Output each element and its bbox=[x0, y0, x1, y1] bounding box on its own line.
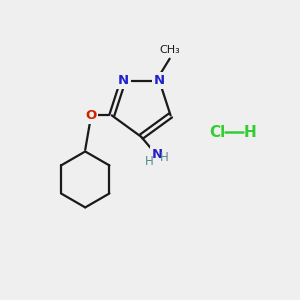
Text: N: N bbox=[117, 74, 129, 87]
Text: H: H bbox=[244, 125, 256, 140]
Text: H: H bbox=[160, 151, 168, 164]
Text: H: H bbox=[145, 155, 154, 168]
Text: N: N bbox=[152, 148, 163, 161]
Text: CH₃: CH₃ bbox=[159, 45, 180, 55]
Text: N: N bbox=[154, 74, 165, 87]
Text: Cl: Cl bbox=[210, 125, 226, 140]
Text: O: O bbox=[85, 109, 96, 122]
